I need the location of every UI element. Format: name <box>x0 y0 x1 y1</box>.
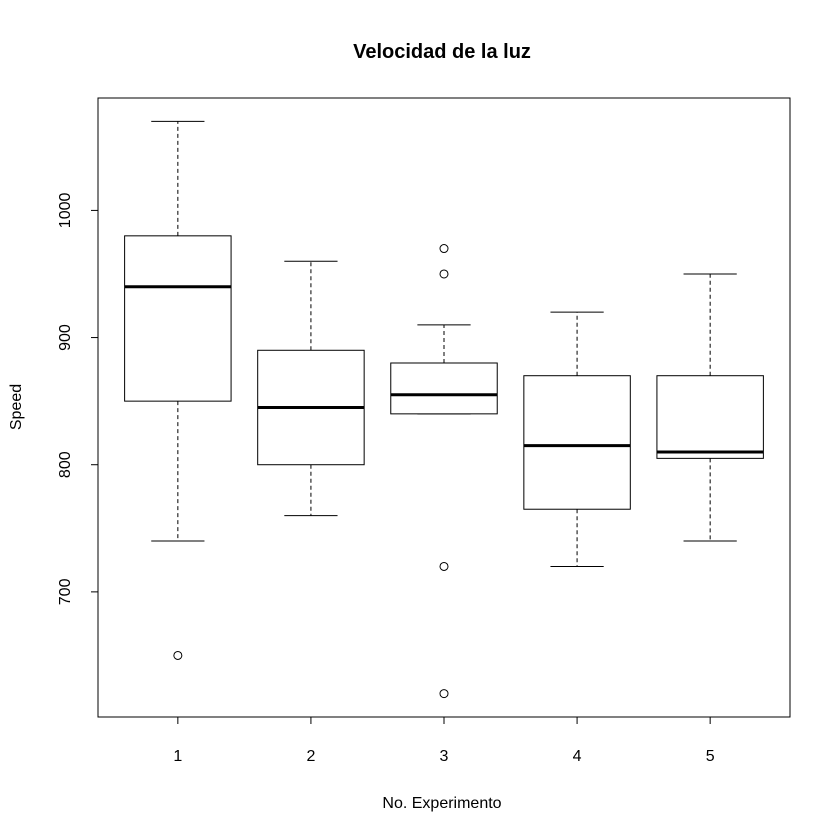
chart-title: Velocidad de la luz <box>353 41 531 63</box>
box-2 <box>257 260 365 517</box>
x-tick-label: 4 <box>573 748 582 765</box>
y-tick-label: 700 <box>57 578 74 605</box>
x-axis: 1 2 3 4 5 <box>173 716 715 765</box>
boxes <box>124 120 764 699</box>
box-4 <box>523 311 631 567</box>
outlier-point <box>173 650 183 660</box>
iqr-box <box>656 375 764 459</box>
x-tick-label: 3 <box>440 748 449 765</box>
y-tick-label: 900 <box>57 324 74 351</box>
box-3 <box>390 244 498 699</box>
box-5 <box>656 273 764 542</box>
x-tick-label: 5 <box>706 748 715 765</box>
outlier-point <box>439 561 449 571</box>
y-axis-title: Speed <box>8 384 25 430</box>
iqr-box <box>523 375 631 510</box>
outlier-point <box>439 244 449 254</box>
outlier-point <box>439 689 449 699</box>
y-tick-label: 800 <box>57 451 74 478</box>
x-tick-label: 1 <box>173 748 182 765</box>
y-axis: 700 800 900 1000 <box>57 193 99 605</box>
x-axis-title: No. Experimento <box>382 795 501 812</box>
box-1 <box>124 120 232 660</box>
iqr-box <box>390 362 498 415</box>
y-tick-label: 1000 <box>57 193 74 229</box>
x-tick-label: 2 <box>306 748 315 765</box>
iqr-box <box>124 235 232 402</box>
outlier-point <box>439 269 449 279</box>
